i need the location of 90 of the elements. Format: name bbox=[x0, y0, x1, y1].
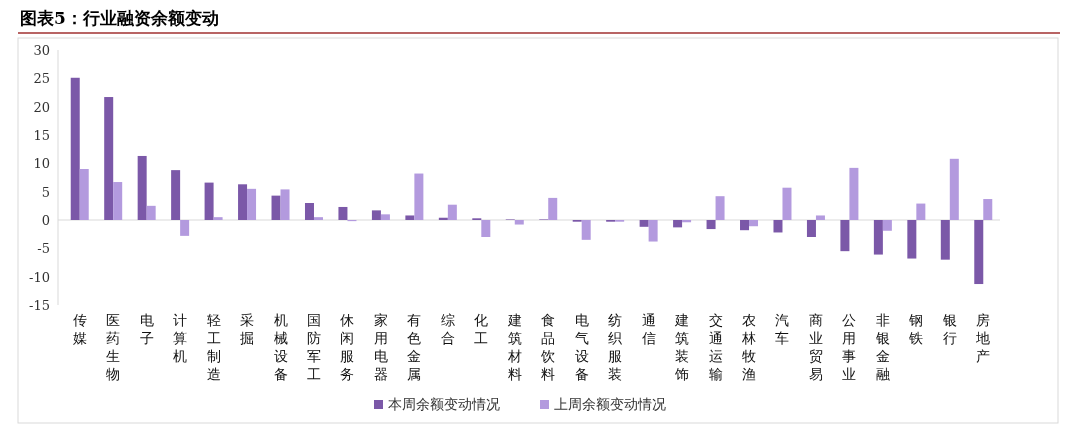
bar bbox=[280, 189, 290, 220]
bar bbox=[247, 188, 257, 220]
bar bbox=[438, 217, 448, 220]
bar bbox=[146, 205, 156, 220]
x-tick-label: 建筑装饰 bbox=[674, 312, 690, 382]
legend-label: 本周余额变动情况 bbox=[388, 396, 500, 412]
bar bbox=[907, 220, 917, 259]
y-tick-label: 25 bbox=[33, 71, 50, 87]
x-tick-label: 传媒 bbox=[72, 312, 87, 346]
legend-label: 上周余额变动情况 bbox=[554, 396, 666, 412]
bar bbox=[113, 182, 123, 220]
bar bbox=[715, 196, 725, 220]
x-tick-label: 休闲服务 bbox=[340, 312, 355, 382]
x-tick-label: 食品饮料 bbox=[540, 312, 556, 382]
bar bbox=[171, 170, 181, 220]
bar bbox=[204, 182, 214, 220]
bar bbox=[682, 220, 692, 223]
x-tick-label: 家用电器 bbox=[373, 312, 388, 382]
x-tick-label: 汽车 bbox=[775, 312, 790, 346]
bar bbox=[815, 215, 825, 220]
y-tick-label: -15 bbox=[29, 298, 50, 313]
bar bbox=[481, 220, 491, 237]
x-tick-label: 交通运输 bbox=[708, 312, 723, 382]
x-tick-label: 银行 bbox=[941, 312, 957, 346]
bar bbox=[213, 217, 223, 220]
bar bbox=[673, 220, 683, 228]
bar bbox=[304, 203, 314, 220]
bar bbox=[983, 199, 993, 220]
x-tick-label: 有色金属 bbox=[407, 312, 422, 382]
bar bbox=[104, 97, 114, 220]
y-tick-label: 20 bbox=[33, 99, 50, 115]
bar bbox=[916, 203, 926, 220]
x-tick-label: 医药生物 bbox=[106, 312, 121, 382]
x-tick-label: 农林牧渔 bbox=[741, 312, 757, 382]
bar bbox=[514, 220, 524, 225]
bar bbox=[405, 215, 415, 220]
x-tick-label: 国防军工 bbox=[306, 312, 321, 382]
bar bbox=[773, 220, 783, 233]
x-tick-label: 采掘 bbox=[240, 312, 255, 346]
bar bbox=[371, 210, 381, 220]
y-tick-label: -5 bbox=[37, 241, 50, 257]
x-tick-label: 非银金融 bbox=[874, 312, 890, 382]
x-tick-label: 公用事业 bbox=[842, 312, 857, 382]
x-tick-label: 建筑材料 bbox=[506, 312, 522, 382]
x-tick-label: 电子 bbox=[139, 312, 154, 346]
bar bbox=[740, 220, 750, 231]
x-tick-label: 房地产 bbox=[975, 312, 991, 364]
bar bbox=[639, 220, 649, 227]
bar bbox=[137, 155, 147, 220]
bar bbox=[271, 195, 281, 220]
bar bbox=[882, 220, 892, 231]
x-tick-label: 轻工制造 bbox=[206, 312, 221, 382]
bar bbox=[581, 220, 591, 240]
bar bbox=[940, 220, 950, 260]
bar bbox=[840, 220, 850, 252]
x-tick-label: 计算机 bbox=[173, 312, 188, 364]
x-tick-label: 机械设备 bbox=[273, 312, 288, 382]
bar bbox=[749, 220, 759, 227]
bar bbox=[414, 173, 424, 220]
y-tick-label: 5 bbox=[41, 184, 50, 200]
bar bbox=[974, 220, 984, 285]
y-tick-label: 15 bbox=[33, 128, 50, 143]
x-tick-label: 钢铁 bbox=[908, 312, 924, 346]
bar bbox=[447, 204, 457, 220]
bar bbox=[548, 197, 558, 220]
bar bbox=[380, 214, 390, 220]
bar bbox=[238, 184, 248, 220]
bar bbox=[782, 187, 792, 220]
x-tick-label: 化工 bbox=[474, 312, 489, 346]
bar bbox=[849, 167, 859, 220]
bar bbox=[313, 217, 323, 220]
x-tick-label: 通信 bbox=[641, 312, 656, 346]
y-tick-label: 10 bbox=[33, 156, 50, 172]
y-tick-label: -10 bbox=[29, 269, 50, 285]
x-tick-label: 纺织服装 bbox=[608, 312, 623, 382]
x-tick-label: 综合 bbox=[440, 312, 455, 346]
bar bbox=[706, 220, 716, 230]
bar bbox=[873, 220, 883, 255]
x-tick-label: 电气设备 bbox=[574, 312, 589, 382]
y-tick-label: 0 bbox=[41, 213, 50, 228]
bar bbox=[180, 220, 190, 236]
bar bbox=[79, 169, 89, 220]
bar bbox=[70, 77, 80, 220]
x-tick-label: 商业贸易 bbox=[808, 312, 823, 382]
bar bbox=[648, 220, 658, 242]
bar bbox=[949, 158, 959, 220]
y-tick-label: 30 bbox=[33, 43, 50, 58]
bar bbox=[338, 206, 348, 220]
bar bbox=[806, 220, 816, 237]
chart-title: 图表5：行业融资余额变动 bbox=[20, 8, 219, 28]
